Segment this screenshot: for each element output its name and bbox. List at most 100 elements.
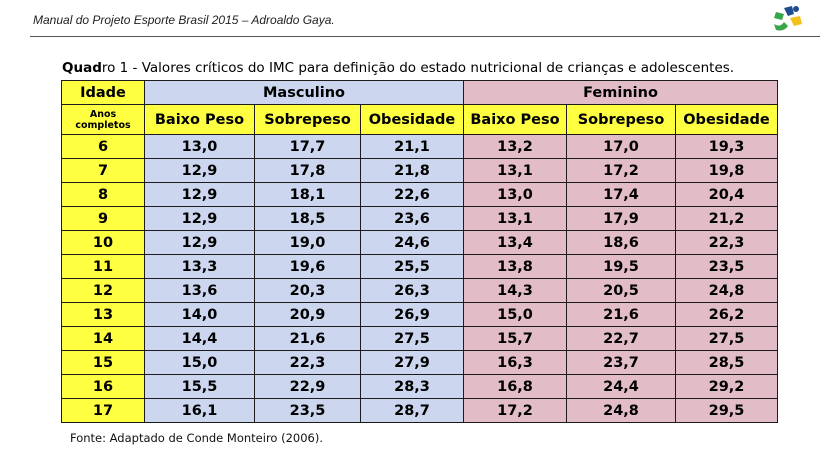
male-value-cell: 21,6 (254, 326, 361, 351)
male-value-cell: 17,7 (254, 134, 361, 159)
female-value-cell: 17,2 (463, 398, 567, 423)
female-value-cell: 24,4 (566, 374, 676, 399)
female-value-cell: 23,7 (566, 350, 676, 375)
age-cell: 16 (61, 374, 145, 399)
male-value-cell: 20,3 (254, 278, 361, 303)
male-value-cell: 13,6 (144, 278, 255, 303)
age-cell: 15 (61, 350, 145, 375)
female-value-cell: 17,4 (566, 182, 676, 207)
female-value-cell: 20,5 (566, 278, 676, 303)
male-value-cell: 21,1 (360, 134, 464, 159)
male-value-cell: 12,9 (144, 158, 255, 183)
table-row: 15 15,0 22,3 27,9 16,3 23,7 28,5 (61, 350, 778, 375)
male-value-cell: 13,0 (144, 134, 255, 159)
table-row: 10 12,9 19,0 24,6 13,4 18,6 22,3 (61, 230, 778, 255)
age-cell: 11 (61, 254, 145, 279)
male-value-cell: 25,5 (360, 254, 464, 279)
male-value-cell: 28,7 (360, 398, 464, 423)
male-value-cell: 16,1 (144, 398, 255, 423)
page-header: Manual do Projeto Esporte Brasil 2015 – … (0, 0, 834, 38)
female-value-cell: 13,4 (463, 230, 567, 255)
male-value-cell: 13,3 (144, 254, 255, 279)
table-row: 17 16,1 23,5 28,7 17,2 24,8 29,5 (61, 398, 778, 423)
male-value-cell: 12,9 (144, 230, 255, 255)
caption-bold: Quad (62, 60, 102, 76)
group-header-female: Feminino (463, 80, 778, 105)
female-value-cell: 19,5 (566, 254, 676, 279)
table-caption: Quadro 1 - Valores críticos do IMC para … (62, 60, 734, 76)
male-value-cell: 23,6 (360, 206, 464, 231)
female-value-cell: 24,8 (675, 278, 778, 303)
female-value-cell: 16,3 (463, 350, 567, 375)
male-value-cell: 15,0 (144, 350, 255, 375)
col-header-female-sobrepeso: Sobrepeso (566, 104, 676, 135)
header-divider (30, 36, 820, 37)
age-subheader: Anos completos (61, 104, 145, 135)
female-value-cell: 22,7 (566, 326, 676, 351)
table-row: 14 14,4 21,6 27,5 15,7 22,7 27,5 (61, 326, 778, 351)
group-header-row: Idade Masculino Feminino (61, 80, 778, 105)
male-value-cell: 22,9 (254, 374, 361, 399)
col-header-female-baixo-peso: Baixo Peso (463, 104, 567, 135)
female-value-cell: 13,2 (463, 134, 567, 159)
male-value-cell: 22,3 (254, 350, 361, 375)
source-note: Fonte: Adaptado de Conde Monteiro (2006)… (70, 431, 324, 445)
col-header-male-sobrepeso: Sobrepeso (254, 104, 361, 135)
age-cell: 8 (61, 182, 145, 207)
table-row: 12 13,6 20,3 26,3 14,3 20,5 24,8 (61, 278, 778, 303)
female-value-cell: 29,5 (675, 398, 778, 423)
female-value-cell: 29,2 (675, 374, 778, 399)
table-row: 16 15,5 22,9 28,3 16,8 24,4 29,2 (61, 374, 778, 399)
male-value-cell: 15,5 (144, 374, 255, 399)
male-value-cell: 18,1 (254, 182, 361, 207)
proesp-logo-icon (774, 6, 802, 31)
female-value-cell: 18,6 (566, 230, 676, 255)
table-row: 7 12,9 17,8 21,8 13,1 17,2 19,8 (61, 158, 778, 183)
caption-text: ro 1 - Valores críticos do IMC para defi… (101, 60, 735, 76)
female-value-cell: 24,8 (566, 398, 676, 423)
male-value-cell: 14,0 (144, 302, 255, 327)
female-value-cell: 19,8 (675, 158, 778, 183)
female-value-cell: 17,9 (566, 206, 676, 231)
age-cell: 13 (61, 302, 145, 327)
male-value-cell: 26,9 (360, 302, 464, 327)
imc-table: Idade Masculino Feminino Anos completos … (61, 80, 778, 423)
female-value-cell: 13,0 (463, 182, 567, 207)
male-value-cell: 27,5 (360, 326, 464, 351)
header-title: Manual do Projeto Esporte Brasil 2015 – … (33, 13, 335, 27)
age-cell: 6 (61, 134, 145, 159)
female-value-cell: 22,3 (675, 230, 778, 255)
male-value-cell: 21,8 (360, 158, 464, 183)
female-value-cell: 20,4 (675, 182, 778, 207)
female-value-cell: 21,2 (675, 206, 778, 231)
table-row: 11 13,3 19,6 25,5 13,8 19,5 23,5 (61, 254, 778, 279)
male-value-cell: 20,9 (254, 302, 361, 327)
table-row: 13 14,0 20,9 26,9 15,0 21,6 26,2 (61, 302, 778, 327)
female-value-cell: 27,5 (675, 326, 778, 351)
male-value-cell: 28,3 (360, 374, 464, 399)
male-value-cell: 24,6 (360, 230, 464, 255)
group-header-male: Masculino (144, 80, 464, 105)
male-value-cell: 19,6 (254, 254, 361, 279)
female-value-cell: 13,1 (463, 158, 567, 183)
age-cell: 10 (61, 230, 145, 255)
male-value-cell: 12,9 (144, 206, 255, 231)
female-value-cell: 21,6 (566, 302, 676, 327)
column-header-row: Anos completos Baixo Peso Sobrepeso Obes… (61, 104, 778, 135)
age-cell: 12 (61, 278, 145, 303)
female-value-cell: 16,8 (463, 374, 567, 399)
male-value-cell: 19,0 (254, 230, 361, 255)
female-value-cell: 17,0 (566, 134, 676, 159)
male-value-cell: 22,6 (360, 182, 464, 207)
female-value-cell: 13,1 (463, 206, 567, 231)
table-row: 9 12,9 18,5 23,6 13,1 17,9 21,2 (61, 206, 778, 231)
table-body: 6 13,0 17,7 21,1 13,2 17,0 19,3 7 12,9 17,8 21,8 13… (61, 134, 778, 423)
female-value-cell: 23,5 (675, 254, 778, 279)
female-value-cell: 26,2 (675, 302, 778, 327)
col-header-male-obesidade: Obesidade (360, 104, 464, 135)
male-value-cell: 26,3 (360, 278, 464, 303)
col-header-female-obesidade: Obesidade (675, 104, 778, 135)
female-value-cell: 13,8 (463, 254, 567, 279)
female-value-cell: 14,3 (463, 278, 567, 303)
female-value-cell: 28,5 (675, 350, 778, 375)
